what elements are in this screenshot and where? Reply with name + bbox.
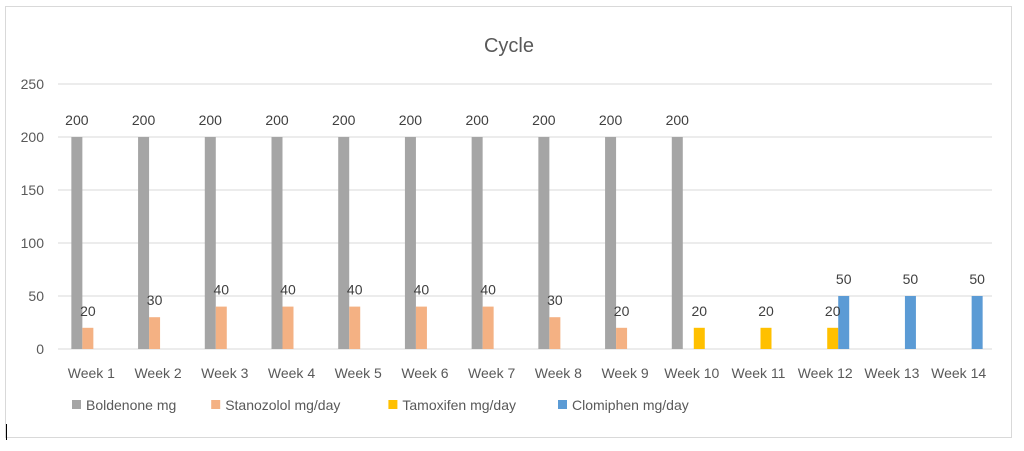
bar-1-5 [415,306,427,349]
legend-label: Clomiphen mg/day [572,397,689,413]
y-tick-label: 250 [21,76,45,92]
data-label: 40 [347,282,363,298]
data-labels: 200 20 200 30 200 40 200 40 200 40 200 40 200 40 200 30… [65,112,985,319]
data-label: 200 [399,112,423,128]
legend-swatch [388,400,398,409]
bar-0-0 [71,137,83,349]
x-tick-label: Week 1 [68,365,115,381]
data-label: 20 [614,303,630,319]
bar-0-1 [138,137,150,349]
data-label: 200 [666,112,690,128]
bar-1-2 [215,306,227,349]
bar-0-2 [204,137,216,349]
bar-0-9 [671,137,683,349]
y-tick-label: 150 [21,182,45,198]
text-cursor [6,424,7,440]
bar-2-10 [760,327,772,349]
data-label: 30 [547,292,563,308]
y-tick-label: 0 [36,341,44,357]
legend-swatch [558,400,567,409]
x-tick-label: Week 2 [134,365,181,381]
chart-frame [5,6,1012,438]
data-label: 20 [691,303,707,319]
data-label: 200 [199,112,223,128]
x-tick-label: Week 7 [468,365,515,381]
x-tick-label: Week 4 [268,365,315,381]
x-tick-label: Week 9 [601,365,648,381]
chart-title: Cycle [484,35,534,57]
x-tick-label: Week 8 [535,365,582,381]
bar-0-8 [605,137,617,349]
bar-3-13 [971,296,983,349]
data-label: 20 [758,303,774,319]
data-label: 40 [213,282,229,298]
data-label: 40 [414,282,430,298]
data-label: 40 [480,282,496,298]
bar-1-3 [282,306,294,349]
data-label: 200 [132,112,156,128]
bar-2-11 [827,327,839,349]
bar-1-1 [149,317,161,349]
bar-1-0 [82,327,94,349]
legend-swatch [72,400,81,409]
x-tick-label: Week 3 [201,365,248,381]
data-label: 200 [265,112,289,128]
data-label: 200 [332,112,356,128]
data-label: 200 [465,112,489,128]
legend-label: Stanozolol mg/day [225,397,340,413]
x-tick-label: Week 10 [664,365,719,381]
data-label: 200 [599,112,623,128]
bar-2-9 [693,327,705,349]
x-tick-label: Week 11 [732,365,786,381]
bar-3-11 [838,296,850,349]
y-tick-label: 100 [21,235,45,251]
data-label: 50 [969,271,985,287]
bar-1-8 [616,327,628,349]
data-label: 30 [147,292,163,308]
data-label: 50 [903,271,919,287]
legend: Boldenone mg Stanozolol mg/day Tamoxifen m… [72,397,689,413]
bar-0-7 [538,137,550,349]
bar-1-6 [482,306,494,349]
data-label: 40 [280,282,296,298]
bar-1-4 [349,306,361,349]
bar-0-3 [271,137,283,349]
data-label: 50 [836,271,852,287]
data-label: 200 [65,112,89,128]
y-tick-label: 50 [28,288,44,304]
x-tick-label: Week 14 [931,365,986,381]
legend-label: Tamoxifen mg/day [402,397,516,413]
x-tick-label: Week 5 [335,365,382,381]
data-label: 20 [825,303,841,319]
x-axis-ticks: Week 1 Week 2 Week 3 Week 4 Week 5 Week 6 Week… [68,365,987,381]
bar-0-4 [338,137,350,349]
x-tick-label: Week 13 [864,365,919,381]
x-tick-label: Week 12 [798,365,853,381]
data-label: 200 [532,112,556,128]
x-tick-label: Week 6 [401,365,448,381]
bar-0-6 [471,137,483,349]
data-label: 20 [80,303,96,319]
y-tick-label: 200 [21,129,45,145]
bars [71,137,983,349]
y-axis-ticks: 0 50 100 150 200 250 [21,76,45,357]
legend-label: Boldenone mg [86,397,176,413]
bar-0-5 [404,137,416,349]
legend-swatch [211,400,221,409]
bar-3-12 [904,296,916,349]
bar-1-7 [549,317,561,349]
